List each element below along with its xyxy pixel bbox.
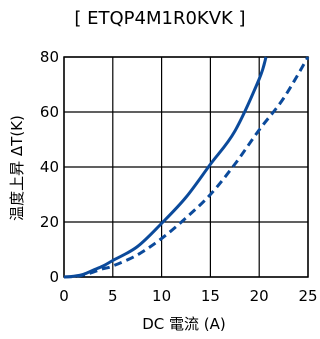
chart-title: [ ETQP4M1R0KVK ]: [74, 8, 245, 29]
x-tick-label: 0: [59, 287, 69, 305]
tick-labels: 0 5 10 15 20 25 0 20 40 60 80: [40, 48, 318, 305]
x-tick-label: 5: [108, 287, 118, 305]
x-tick-label: 15: [201, 287, 220, 305]
series-line-dashed: [63, 56, 310, 279]
y-axis-label: 温度上昇 ΔT(K): [8, 115, 26, 221]
y-tick-label: 40: [40, 158, 59, 176]
series-lines: [63, 56, 310, 279]
grid: [63, 56, 309, 278]
x-tick-label: 25: [298, 287, 317, 305]
x-axis-label: DC 電流 (A): [142, 315, 226, 333]
y-tick-label: 20: [40, 213, 59, 231]
x-tick-label: 10: [152, 287, 171, 305]
plot-frame: [63, 56, 309, 278]
x-tick-label: 20: [250, 287, 269, 305]
y-tick-label: 80: [40, 48, 59, 66]
y-tick-label: 0: [49, 268, 59, 286]
y-tick-label: 60: [40, 103, 59, 121]
axes: [63, 56, 309, 278]
